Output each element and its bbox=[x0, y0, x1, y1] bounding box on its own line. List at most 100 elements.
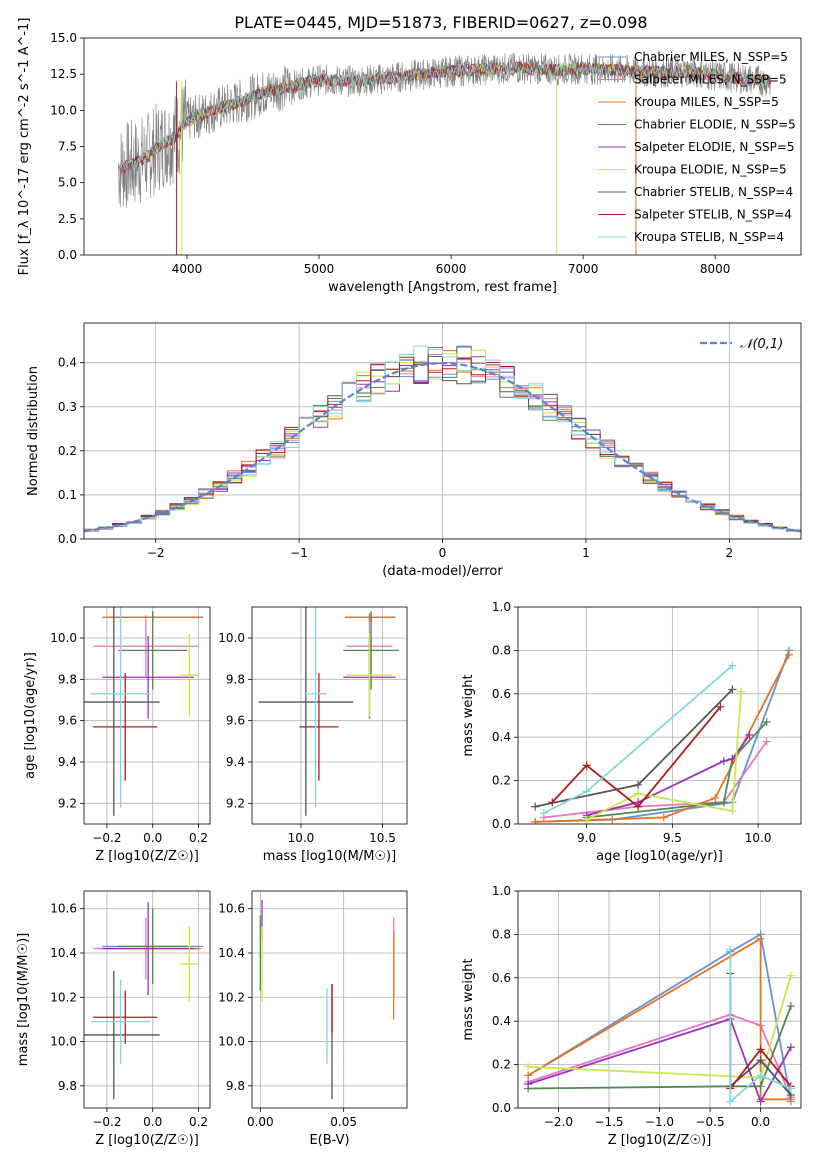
x-tick-label: 0 bbox=[439, 546, 447, 560]
y-axis-label: mass weight bbox=[461, 958, 476, 1040]
axes-frame bbox=[83, 890, 211, 1109]
point-marker bbox=[726, 1097, 735, 1106]
y-tick-label: 0.0 bbox=[58, 248, 77, 262]
legend-label: 𝒩(0,1) bbox=[740, 337, 783, 352]
y-tick-label: 0.4 bbox=[492, 1014, 511, 1028]
point-marker bbox=[756, 1056, 765, 1065]
y-tick-label: 7.5 bbox=[58, 140, 77, 154]
figure-title: PLATE=0445, MJD=51873, FIBERID=0627, z=0… bbox=[234, 13, 647, 32]
axes-frame bbox=[517, 606, 802, 825]
point-marker bbox=[786, 1084, 795, 1093]
point-marker bbox=[634, 802, 643, 811]
x-tick-label: 6000 bbox=[436, 262, 467, 276]
legend-label: Salpeter ELODIE, N_SSP=5 bbox=[634, 140, 795, 154]
axes-background bbox=[252, 891, 407, 1108]
point-marker bbox=[756, 1045, 765, 1054]
y-tick-label: 0.2 bbox=[58, 444, 77, 458]
normal-reference-curve bbox=[84, 361, 801, 533]
axes-frame bbox=[251, 606, 408, 825]
series-line bbox=[535, 654, 790, 823]
plot-area bbox=[84, 902, 204, 1100]
point-marker bbox=[756, 1097, 765, 1106]
y-tick-label: 9.2 bbox=[58, 796, 77, 810]
axes-frame bbox=[83, 37, 802, 256]
series-line bbox=[551, 706, 722, 808]
plot-area bbox=[258, 607, 399, 816]
x-tick-label: 10.0 bbox=[288, 831, 315, 845]
histogram-series bbox=[84, 345, 801, 531]
point-marker bbox=[531, 802, 540, 811]
point-marker bbox=[728, 806, 737, 815]
point-marker bbox=[736, 687, 745, 696]
x-tick-label: 0.05 bbox=[330, 1115, 357, 1129]
point-marker bbox=[711, 793, 720, 802]
point-marker bbox=[745, 731, 754, 740]
y-tick-label: 0.3 bbox=[58, 400, 77, 414]
x-axis-label: Z [log10(Z/Z☉)] bbox=[608, 1133, 712, 1148]
point-marker bbox=[524, 1071, 533, 1080]
point-marker bbox=[716, 702, 725, 711]
x-tick-label: −1 bbox=[290, 546, 308, 560]
series-line bbox=[527, 937, 791, 1101]
point-marker bbox=[719, 757, 728, 766]
x-tick-label: −1.0 bbox=[645, 1115, 674, 1129]
plot-area bbox=[84, 345, 801, 533]
point-marker bbox=[756, 1071, 765, 1080]
y-tick-label: 15.0 bbox=[50, 31, 77, 45]
panel-age-vs-Z: −0.2 0.0 0.2 9.2 9.4 9.6 9.8 10.0 Z [log10(Z/Z☉)… bbox=[23, 606, 211, 864]
legend-label: Chabrier MILES, N_SSP=5 bbox=[634, 50, 788, 64]
point-marker bbox=[756, 1082, 765, 1091]
point-marker bbox=[531, 817, 540, 824]
point-marker bbox=[786, 1002, 795, 1011]
x-axis-label: E(B-V) bbox=[309, 1133, 349, 1148]
y-tick-label: 9.6 bbox=[226, 714, 245, 728]
point-marker bbox=[539, 809, 548, 818]
panel-mass-weight-vs-Z: −2.0 −1.5 −1.0 −0.5 0.0 0.0 0.2 0.4 0.6 0.8 1.0 Z [… bbox=[461, 884, 802, 1148]
model-spectrum-line bbox=[121, 61, 771, 170]
point-marker bbox=[582, 815, 591, 824]
y-tick-label: 0.8 bbox=[492, 643, 511, 657]
y-axis-label: Normed distribution bbox=[26, 366, 41, 496]
y-tick-label: 9.6 bbox=[58, 714, 77, 728]
series-line bbox=[586, 721, 768, 819]
axes-background bbox=[252, 607, 407, 824]
x-axis-label: wavelength [Angstrom, rest frame] bbox=[328, 280, 557, 295]
y-tick-label: 10.2 bbox=[218, 990, 245, 1004]
y-tick-label: 10.6 bbox=[50, 902, 77, 916]
y-tick-label: 1.0 bbox=[492, 884, 511, 898]
point-marker bbox=[728, 661, 737, 670]
x-tick-label: −2 bbox=[147, 546, 165, 560]
x-axis-label: Z [log10(Z/Z☉)] bbox=[95, 1133, 199, 1148]
x-tick-label: 4000 bbox=[172, 262, 203, 276]
y-axis-label: age [log10(age/yr)] bbox=[23, 652, 38, 779]
series-line bbox=[729, 949, 792, 1104]
y-axis-label: mass weight bbox=[461, 674, 476, 756]
x-tick-label: −0.2 bbox=[92, 831, 121, 845]
y-tick-label: 0.4 bbox=[492, 730, 511, 744]
axes-frame bbox=[83, 606, 211, 825]
axes-frame bbox=[83, 322, 802, 540]
y-tick-label: 5.0 bbox=[58, 176, 77, 190]
legend-label: Chabrier ELODIE, N_SSP=5 bbox=[634, 118, 796, 132]
series-line bbox=[527, 932, 792, 1102]
y-tick-label: 0.4 bbox=[58, 356, 77, 370]
x-tick-label: 5000 bbox=[304, 262, 335, 276]
x-axis-label: Z [log10(Z/Z☉)] bbox=[95, 849, 199, 864]
point-marker bbox=[582, 761, 591, 770]
point-marker bbox=[726, 945, 735, 954]
point-marker bbox=[762, 737, 771, 746]
x-tick-label: −1.5 bbox=[594, 1115, 623, 1129]
y-tick-label: 0.2 bbox=[492, 1058, 511, 1072]
point-marker bbox=[634, 789, 643, 798]
x-tick-label: 9.5 bbox=[663, 831, 682, 845]
y-tick-label: 0.6 bbox=[492, 971, 511, 985]
grid-lines bbox=[252, 891, 407, 1108]
y-tick-label: 0.0 bbox=[492, 817, 511, 831]
y-tick-label: 0.0 bbox=[492, 1101, 511, 1115]
panel-spectrum: 4000 5000 6000 7000 8000 0.0 2.5 5.0 7.5 10.0 12.5… bbox=[17, 18, 802, 295]
x-tick-label: 7000 bbox=[568, 262, 599, 276]
y-tick-label: 9.8 bbox=[226, 672, 245, 686]
axes-frame bbox=[251, 890, 408, 1109]
plot-area bbox=[117, 52, 771, 255]
